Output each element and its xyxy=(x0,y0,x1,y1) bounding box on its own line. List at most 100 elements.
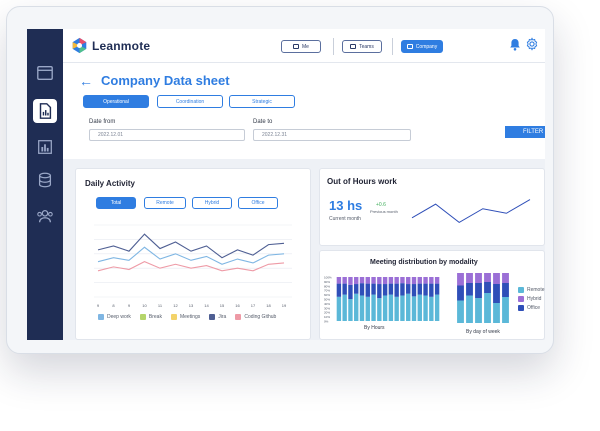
bar-segment-hybrid xyxy=(429,277,434,284)
topbar: Leanmote Me Teams Company xyxy=(63,29,545,63)
series-line-coding-github xyxy=(97,261,285,272)
legend-swatch xyxy=(209,314,216,320)
bar-segment-hybrid xyxy=(434,277,440,284)
chip-office[interactable]: Office xyxy=(238,197,278,209)
bar-segment-hybrid xyxy=(336,277,342,284)
daily-activity-chart: 9 8 9 10 11 12 13 14 15 16 17 18 19 xyxy=(94,224,292,308)
legend-meetings: Meetings xyxy=(170,314,200,320)
logo[interactable]: Leanmote xyxy=(71,37,150,54)
user-icon xyxy=(293,44,300,49)
previous-month-caption: Previous month xyxy=(370,209,398,214)
chip-remote[interactable]: Remote xyxy=(144,197,186,209)
me-button-label: Me xyxy=(302,43,309,50)
report-icon xyxy=(39,103,52,119)
sidebar-item-report[interactable] xyxy=(33,99,57,123)
out-of-hours-value: 13 hs xyxy=(329,198,363,213)
meeting-distribution-card: Meeting distribution by modality 100% 90%… xyxy=(319,250,545,340)
bar-segment-hybrid xyxy=(354,277,359,285)
bar-segment-remote xyxy=(382,295,388,321)
logo-icon xyxy=(72,37,87,54)
legend-break: Break xyxy=(139,314,162,320)
chip-hybrid[interactable]: Hybrid xyxy=(192,197,232,209)
by-hours-caption: By Hours xyxy=(364,325,385,331)
legend-label: Office xyxy=(527,305,540,311)
x-tick-label: 13 xyxy=(189,303,194,308)
y-tick-label: 90% xyxy=(324,280,330,284)
bar-segment-office xyxy=(336,283,342,297)
daily-activity-card: Daily Activity Total Remote Hybrid Offic… xyxy=(75,168,311,340)
teams-button[interactable]: Teams xyxy=(342,40,382,53)
sidebar-item-analytics[interactable] xyxy=(35,137,55,157)
tab-strategic[interactable]: Strategic xyxy=(229,95,295,108)
bar-segment-remote xyxy=(406,293,411,321)
bar-segment-remote xyxy=(411,296,417,321)
y-tick-label: 70% xyxy=(324,289,330,293)
date-from-label: Date from xyxy=(89,119,116,125)
y-tick-label: 80% xyxy=(324,284,330,288)
bar-segment-remote xyxy=(502,297,509,323)
x-tick-label: 9 xyxy=(97,303,100,308)
bar-segment-office xyxy=(457,285,464,301)
y-tick-label: 100% xyxy=(324,276,332,280)
bar-segment-hybrid xyxy=(484,273,491,282)
y-tick-label: 0% xyxy=(324,320,329,324)
back-button[interactable]: ← xyxy=(79,73,93,89)
bar-segment-remote xyxy=(365,296,370,321)
gear-icon[interactable] xyxy=(525,37,539,51)
bar-segment-remote xyxy=(484,293,491,323)
bar-segment-remote xyxy=(354,293,359,321)
sidebar-item-users[interactable] xyxy=(35,206,55,226)
out-of-hours-line xyxy=(411,199,531,224)
sidebar-item-window[interactable] xyxy=(35,63,55,83)
bar-segment-remote xyxy=(423,295,428,321)
y-tick-label: 50% xyxy=(324,298,330,302)
bar-segment-hybrid xyxy=(423,277,428,284)
me-button[interactable]: Me xyxy=(281,40,321,53)
date-to-field[interactable]: 2022.12.31 xyxy=(253,129,411,141)
out-of-hours-card: Out of Hours work 13 hs Current month +0… xyxy=(319,168,545,246)
bar-segment-remote xyxy=(457,300,464,323)
bar-segment-office xyxy=(342,283,347,295)
bar-segment-hybrid xyxy=(417,277,422,284)
bar-segment-hybrid xyxy=(475,273,482,283)
date-from-field[interactable]: 2022.12.01 xyxy=(89,129,245,141)
bar-segment-hybrid xyxy=(359,277,365,284)
bar-segment-hybrid xyxy=(371,277,376,284)
bar-segment-office xyxy=(406,284,411,294)
legend-label: Hybrid xyxy=(527,296,542,302)
teams-button-label: Teams xyxy=(359,43,374,50)
x-tick-label: 9 xyxy=(128,303,131,308)
company-button-label: Company xyxy=(415,43,438,50)
bar-segment-hybrid xyxy=(382,277,388,285)
tab-coordination[interactable]: Coordination xyxy=(157,95,223,108)
bar-segment-office xyxy=(359,283,365,296)
window-icon xyxy=(37,66,53,80)
tab-operational[interactable]: Operational xyxy=(83,95,149,108)
bar-segment-office xyxy=(377,284,382,299)
sidebar-item-database[interactable] xyxy=(35,170,55,190)
bar-segment-remote xyxy=(434,294,440,321)
legend-swatch xyxy=(139,314,146,320)
legend-jira: Jira xyxy=(209,314,226,320)
page-title: Company Data sheet xyxy=(101,73,230,88)
bar-segment-remote xyxy=(371,294,376,321)
divider xyxy=(392,38,393,55)
company-button[interactable]: Company xyxy=(401,40,443,53)
bar-segment-office xyxy=(354,284,359,294)
bell-icon[interactable] xyxy=(509,38,521,51)
legend-deep-work: Deep work xyxy=(98,314,131,320)
x-tick-label: 14 xyxy=(204,303,209,308)
bar-segment-remote xyxy=(475,298,482,323)
filter-button[interactable]: FILTER xyxy=(505,126,545,138)
bar-segment-hybrid xyxy=(388,277,394,284)
chip-total[interactable]: Total xyxy=(96,197,136,209)
bar-segment-office xyxy=(388,283,394,295)
bar-segment-office xyxy=(371,283,376,295)
bar-segment-office xyxy=(434,283,440,295)
bar-segment-office xyxy=(411,284,417,297)
legend-remote: Remote xyxy=(518,287,545,293)
bar-segment-office xyxy=(466,283,473,296)
database-icon xyxy=(38,172,52,188)
legend-swatch xyxy=(235,314,242,320)
app-name: Leanmote xyxy=(92,38,151,53)
